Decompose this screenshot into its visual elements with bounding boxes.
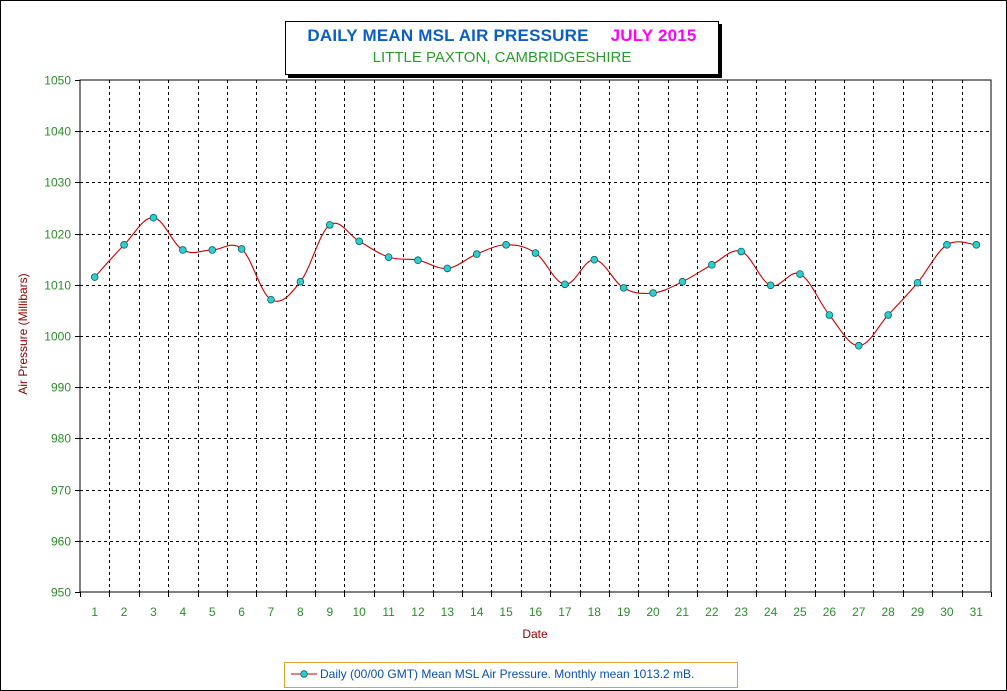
- data-point: [854, 341, 863, 350]
- x-tick-label: 28: [881, 605, 895, 619]
- data-point: [443, 264, 452, 273]
- y-tick-label: 970: [51, 484, 71, 498]
- x-tick-label: 22: [705, 605, 719, 619]
- x-tick-label: 1: [91, 605, 98, 619]
- y-tick-label: 1040: [44, 125, 71, 139]
- chart-month-label: JULY 2015: [610, 26, 697, 45]
- y-axis-label: Air Pressure (Millibars): [16, 273, 30, 394]
- data-point: [90, 273, 99, 281]
- data-point: [708, 261, 716, 269]
- title-line: DAILY MEAN MSL AIR PRESSURE JULY 2015: [286, 26, 718, 46]
- x-tick-label: 5: [209, 605, 216, 619]
- x-tick-label: 17: [558, 605, 572, 619]
- x-tick-label: 8: [297, 605, 304, 619]
- legend-swatch-marker: [300, 670, 308, 678]
- x-tick-label: 31: [970, 605, 984, 619]
- x-tick-label: 16: [529, 605, 543, 619]
- data-point: [531, 249, 540, 257]
- x-tick-label: 19: [617, 605, 631, 619]
- x-tick-label: 3: [150, 605, 157, 619]
- chart-subtitle: LITTLE PAXTON, CAMBRIDGESHIRE: [372, 49, 632, 66]
- data-point: [325, 221, 334, 229]
- data-point: [913, 278, 922, 287]
- tick-layer: 9509609709809901000101010201030104010501…: [44, 74, 983, 620]
- data-point: [737, 247, 746, 256]
- x-tick-label: 12: [411, 605, 425, 619]
- title-box: DAILY MEAN MSL AIR PRESSURE JULY 2015 LIT…: [285, 21, 719, 75]
- y-tick-label: 1050: [44, 74, 71, 88]
- data-point: [414, 256, 422, 265]
- data-point: [796, 270, 804, 278]
- y-tick-label: 980: [51, 432, 71, 446]
- data-point: [825, 311, 834, 319]
- data-point: [561, 280, 569, 289]
- legend-label: Daily (00/00 GMT) Mean MSL Air Pressure.…: [320, 667, 695, 681]
- data-point: [619, 284, 628, 292]
- legend-swatch: [291, 670, 317, 678]
- y-tick-label: 1000: [44, 330, 71, 344]
- y-tick-label: 1020: [44, 228, 71, 242]
- x-tick-label: 27: [852, 605, 866, 619]
- data-point: [678, 277, 687, 286]
- x-tick-label: 11: [382, 605, 395, 619]
- x-tick-label: 2: [121, 605, 128, 619]
- grid-layer: [75, 79, 992, 597]
- x-tick-label: 18: [588, 605, 602, 619]
- x-tick-label: 20: [646, 605, 660, 619]
- x-tick-label: 24: [764, 605, 778, 619]
- x-tick-label: 4: [180, 605, 187, 619]
- x-tick-label: 26: [823, 605, 837, 619]
- x-tick-label: 6: [238, 605, 245, 619]
- legend: Daily (00/00 GMT) Mean MSL Air Pressure.…: [284, 662, 738, 688]
- data-point: [766, 281, 775, 290]
- data-point: [179, 246, 187, 254]
- data-point: [590, 255, 599, 264]
- x-tick-label: 29: [911, 605, 925, 619]
- data-point: [649, 289, 657, 297]
- x-tick-label: 25: [793, 605, 807, 619]
- data-point: [384, 253, 393, 261]
- x-axis-label: Date: [522, 627, 548, 641]
- data-point: [296, 277, 305, 286]
- x-tick-label: 21: [676, 605, 690, 619]
- x-tick-label: 9: [326, 605, 333, 619]
- data-point: [237, 245, 246, 253]
- data-point: [943, 241, 951, 249]
- data-point: [208, 246, 217, 254]
- y-tick-label: 990: [51, 381, 71, 395]
- x-tick-label: 15: [499, 605, 513, 619]
- data-point: [472, 250, 481, 258]
- y-tick-label: 960: [51, 535, 71, 549]
- data-point: [972, 241, 981, 249]
- data-point: [502, 241, 510, 249]
- x-tick-label: 7: [268, 605, 275, 619]
- y-tick-label: 1030: [44, 176, 71, 190]
- chart-title: DAILY MEAN MSL AIR PRESSURE: [307, 26, 589, 45]
- x-tick-label: 23: [735, 605, 749, 619]
- data-point: [120, 241, 128, 249]
- y-tick-label: 1010: [44, 279, 71, 293]
- series-layer: [90, 213, 981, 350]
- y-tick-label: 950: [51, 586, 71, 600]
- data-point: [355, 237, 363, 246]
- data-point: [149, 213, 158, 222]
- x-tick-label: 14: [470, 605, 484, 619]
- x-tick-label: 13: [441, 605, 455, 619]
- x-tick-label: 10: [352, 605, 366, 619]
- data-point: [884, 311, 892, 319]
- x-tick-label: 30: [940, 605, 954, 619]
- data-point: [267, 295, 275, 304]
